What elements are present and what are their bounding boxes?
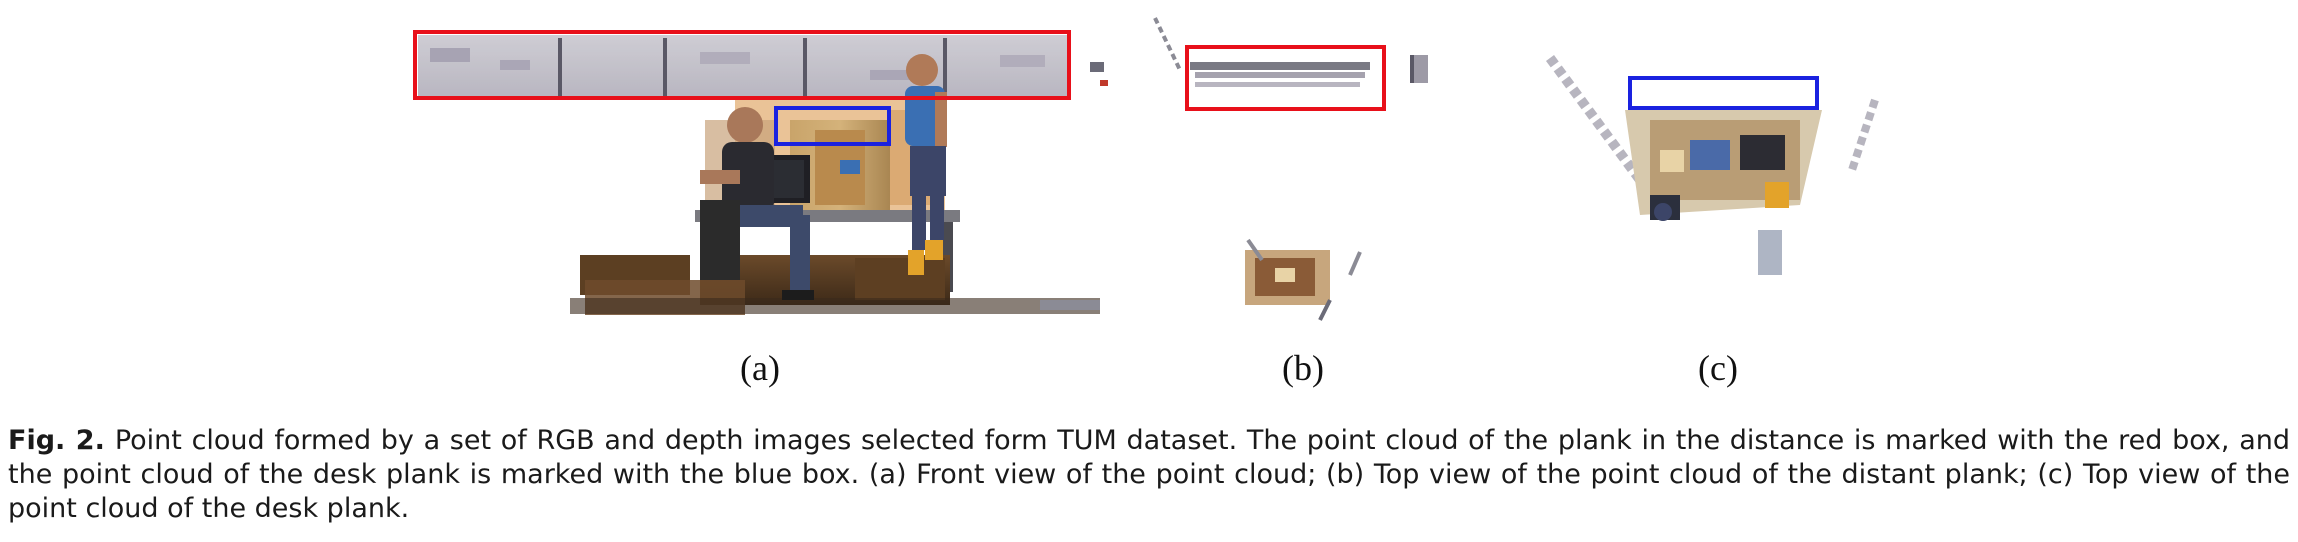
distant-plank-point-cloud	[418, 35, 1108, 100]
distant-plank-red-box-b	[1185, 45, 1386, 111]
figure: (a) (b) (c)	[413, 17, 1879, 388]
desk-plank-blue-box-a	[774, 106, 891, 146]
desk-plank-blue-box-c	[1628, 76, 1819, 110]
panel-b-top-view-distant-plank	[1153, 17, 1428, 321]
subcaption-c: (c)	[1698, 348, 1738, 388]
panel-c-top-view-desk-plank	[1545, 55, 1879, 275]
subcaption-a: (a)	[740, 348, 780, 388]
figure-caption: Fig. 2. Point cloud formed by a set of RG…	[8, 424, 2290, 526]
distant-plank-red-box-a	[413, 30, 1071, 100]
seated-person-point-cloud	[700, 107, 814, 300]
caption-text: Point cloud formed by a set of RGB and d…	[8, 425, 2290, 524]
panel-a-front-view	[413, 30, 1108, 315]
desk-plank-top-view-cloud	[1545, 55, 1879, 275]
distant-plank-top-view-cloud	[1153, 17, 1428, 321]
standing-person-point-cloud	[905, 54, 947, 275]
figure-label: Fig. 2.	[8, 425, 105, 456]
subcaption-b: (b)	[1282, 348, 1324, 388]
